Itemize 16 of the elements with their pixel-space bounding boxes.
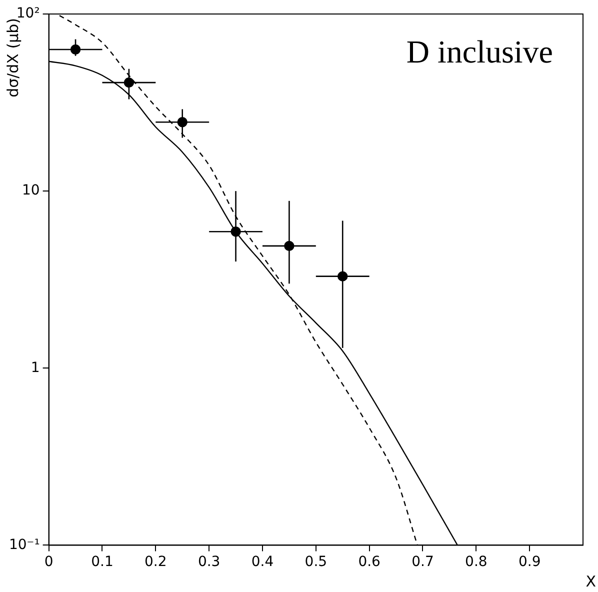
x-tick-label: 0.5 — [304, 554, 328, 570]
x-tick-label: 0 — [44, 554, 54, 570]
y-tick-label: 10 — [22, 182, 40, 199]
y-tick-label: 10⁻¹ — [8, 536, 40, 553]
x-tick-label: 0.9 — [518, 554, 541, 570]
x-tick-label: 0.8 — [465, 554, 488, 570]
x-tick-label: 0.3 — [198, 554, 220, 570]
annotation: D inclusive — [406, 33, 553, 70]
x-tick-label: 0.7 — [412, 554, 434, 570]
y-axis-title: dσ/dX (μb) — [4, 18, 22, 98]
x-tick-label: 0.6 — [358, 554, 381, 570]
x-axis-title: X — [586, 572, 596, 590]
y-tick-label: 1 — [30, 360, 40, 376]
x-tick-label: 0.4 — [251, 554, 274, 570]
x-tick-label: 0.1 — [91, 554, 114, 570]
x-tick-label: 0.2 — [144, 554, 167, 570]
